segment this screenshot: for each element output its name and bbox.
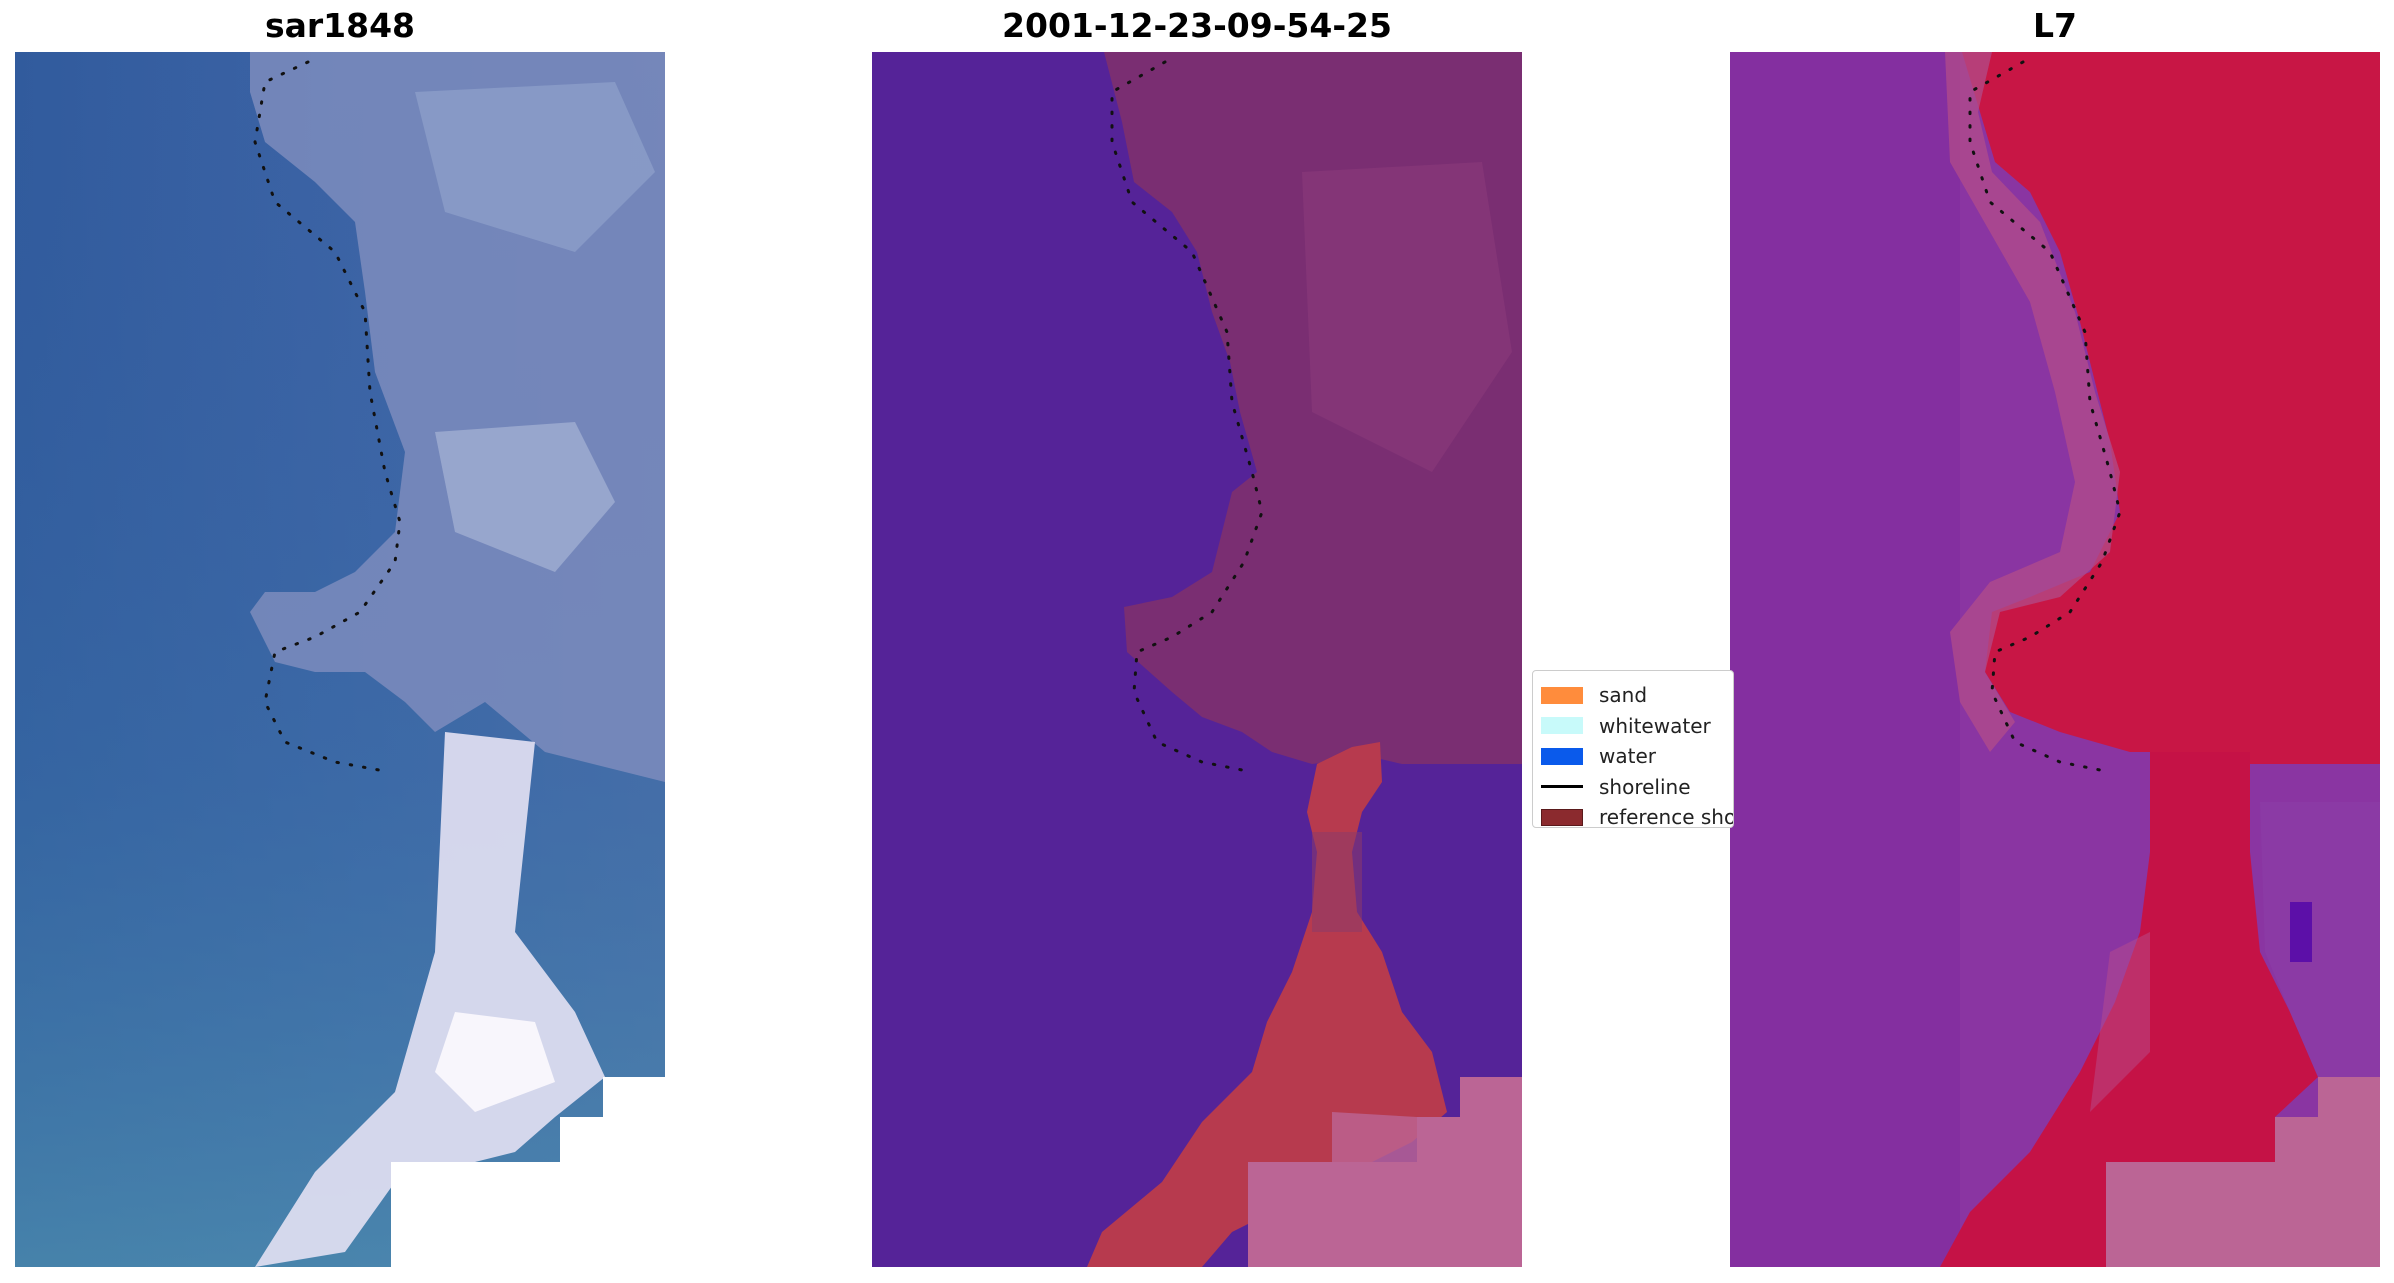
panel-title-sar1848: sar1848 <box>264 6 416 45</box>
legend-label-reference-shoreline: reference shoreline <box>1599 805 1733 828</box>
legend-swatch-sand <box>1541 686 1583 704</box>
legend-item-whitewater: whitewater <box>1541 711 1733 742</box>
l7-image-panel <box>1730 52 2380 1267</box>
legend-swatch-whitewater <box>1541 717 1583 735</box>
legend-swatch-shoreline <box>1541 785 1583 789</box>
legend-label-water: water <box>1599 744 1656 769</box>
legend: sand whitewater water shoreline referenc… <box>1532 670 1734 828</box>
legend-item-water: water <box>1541 741 1733 772</box>
legend-label-sand: sand <box>1599 683 1648 708</box>
classified-image <box>872 52 1522 1267</box>
legend-item-reference-shoreline: reference shoreline <box>1541 802 1733 828</box>
legend-label-shoreline: shoreline <box>1599 774 1691 799</box>
panel-title-date: 2001-12-23-09-54-25 <box>1002 6 1392 45</box>
l7-image <box>1730 52 2380 1267</box>
legend-swatch-water <box>1541 747 1583 765</box>
legend-label-whitewater: whitewater <box>1599 713 1711 738</box>
legend-item-sand: sand <box>1541 680 1733 711</box>
legend-swatch-reference-shoreline <box>1541 808 1583 826</box>
rgb-image-panel <box>15 52 665 1267</box>
classified-image-panel <box>872 52 1522 1267</box>
rgb-image <box>15 52 665 1267</box>
legend-item-shoreline: shoreline <box>1541 772 1733 803</box>
panel-title-l7: L7 <box>2033 6 2077 45</box>
